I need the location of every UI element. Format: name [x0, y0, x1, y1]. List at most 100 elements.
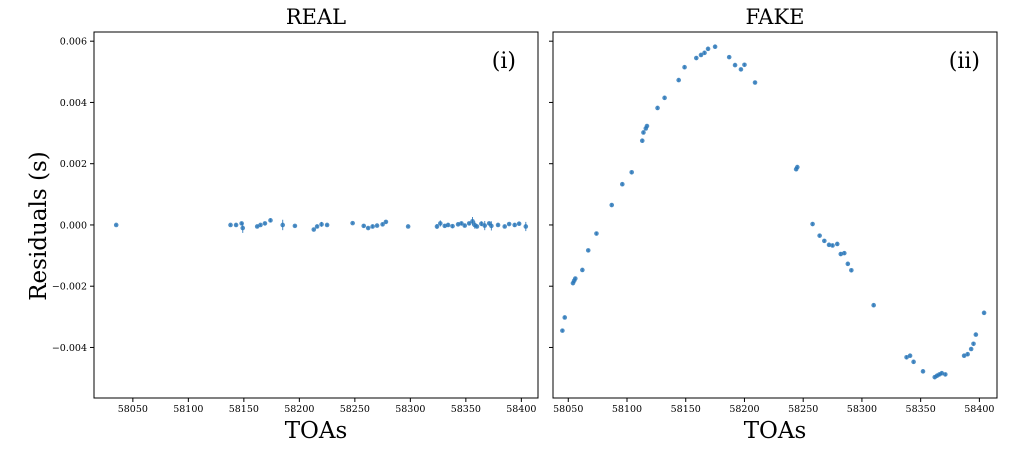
data-point [450, 223, 455, 229]
x-tick-label: 58150 [671, 404, 701, 415]
data-point [810, 221, 815, 227]
data-point [826, 242, 832, 248]
real-plot-frame [93, 31, 539, 399]
data-point [495, 222, 501, 228]
data-point [822, 238, 827, 244]
fake-data-series [560, 44, 987, 380]
data-point [939, 370, 945, 376]
data-point [682, 64, 687, 70]
data-point [482, 223, 488, 228]
x-tick-label: 58100 [173, 404, 203, 415]
data-point [676, 77, 681, 83]
data-point [512, 222, 517, 228]
data-point [434, 224, 440, 229]
data-point [474, 224, 480, 229]
data-point [262, 221, 268, 226]
data-point [280, 222, 286, 228]
data-point [380, 222, 385, 227]
data-point [904, 354, 909, 360]
data-point [968, 346, 974, 352]
data-point [470, 218, 475, 224]
data-point [240, 225, 246, 231]
data-point [560, 328, 565, 333]
x-tick-label: 58050 [118, 404, 148, 415]
data-point [838, 251, 844, 257]
data-point [871, 302, 876, 308]
data-point [620, 181, 625, 187]
data-point [314, 224, 320, 229]
data-point [319, 222, 324, 227]
data-point [742, 62, 747, 68]
data-point [459, 221, 464, 226]
data-point [502, 224, 508, 229]
data-point [562, 315, 568, 320]
y-tick-label: −0.002 [52, 282, 87, 293]
real-panel-title: REAL [286, 5, 346, 29]
x-tick-label: 58050 [553, 404, 583, 415]
fake-panel-title: FAKE [746, 5, 805, 29]
data-point [961, 353, 967, 359]
data-point [113, 222, 119, 228]
data-point [943, 372, 948, 377]
x-tick-label: 58250 [340, 404, 370, 415]
data-point [662, 95, 667, 101]
data-point [516, 221, 522, 227]
y-axis-label: Residuals (s) [26, 151, 52, 301]
data-point [523, 224, 529, 229]
data-point [594, 231, 599, 236]
data-point [971, 341, 976, 347]
data-point [445, 222, 451, 228]
x-tick-label: 58150 [229, 404, 259, 415]
data-point [405, 224, 411, 229]
data-point [973, 332, 979, 337]
y-tick-label: −0.004 [52, 343, 87, 354]
data-point [834, 241, 840, 247]
data-point [920, 369, 926, 374]
data-point [585, 248, 591, 253]
data-point [842, 250, 847, 256]
real-x-ticks: 58050 58100 58150 58200 58250 58300 58350 58400 [118, 398, 536, 415]
data-point [629, 169, 634, 175]
fake-panel: FAKE (ii) 58050 58100 58150 58200 58250 58300… [549, 5, 998, 444]
x-tick-label: 58400 [506, 404, 536, 415]
x-tick-label: 58400 [964, 404, 994, 415]
data-point [655, 105, 660, 111]
real-panel: REAL (i) 58050 58100 58150 58200 58250 58300 5… [52, 5, 539, 444]
x-tick-label: 58300 [847, 404, 877, 415]
y-tick-label: 0.002 [60, 159, 87, 170]
data-point [489, 223, 494, 229]
fake-x-axis-label: TOAs [744, 418, 807, 444]
data-point [641, 130, 646, 135]
data-point [365, 225, 371, 231]
fake-x-ticks: 58050 58100 58150 58200 58250 58300 58350 58400 [553, 398, 994, 415]
real-y-ticks: −0.004 −0.002 0.000 0.002 0.004 0.006 [52, 37, 94, 354]
data-point [311, 227, 317, 232]
data-point [292, 223, 298, 229]
data-point [506, 221, 512, 227]
data-point [694, 55, 699, 61]
data-point [233, 222, 239, 228]
data-point [324, 222, 330, 228]
real-panel-annotation: (i) [492, 49, 516, 74]
data-point [609, 202, 615, 208]
data-point [438, 221, 443, 226]
fake-plot-frame [552, 31, 998, 399]
data-point [845, 261, 851, 267]
data-point [702, 50, 707, 56]
data-point [466, 221, 472, 226]
data-point [830, 243, 835, 248]
x-tick-label: 58200 [284, 404, 314, 415]
fake-panel-annotation: (ii) [949, 49, 980, 74]
x-tick-label: 58200 [729, 404, 759, 415]
fake-y-ticks [549, 40, 553, 348]
y-tick-label: 0.006 [60, 37, 87, 48]
data-point [383, 219, 389, 225]
x-tick-label: 58100 [612, 404, 642, 415]
data-point [726, 54, 732, 60]
data-point [639, 138, 645, 144]
x-tick-label: 58250 [788, 404, 818, 415]
data-point [258, 222, 263, 228]
data-point [228, 222, 233, 228]
data-point [965, 351, 970, 357]
